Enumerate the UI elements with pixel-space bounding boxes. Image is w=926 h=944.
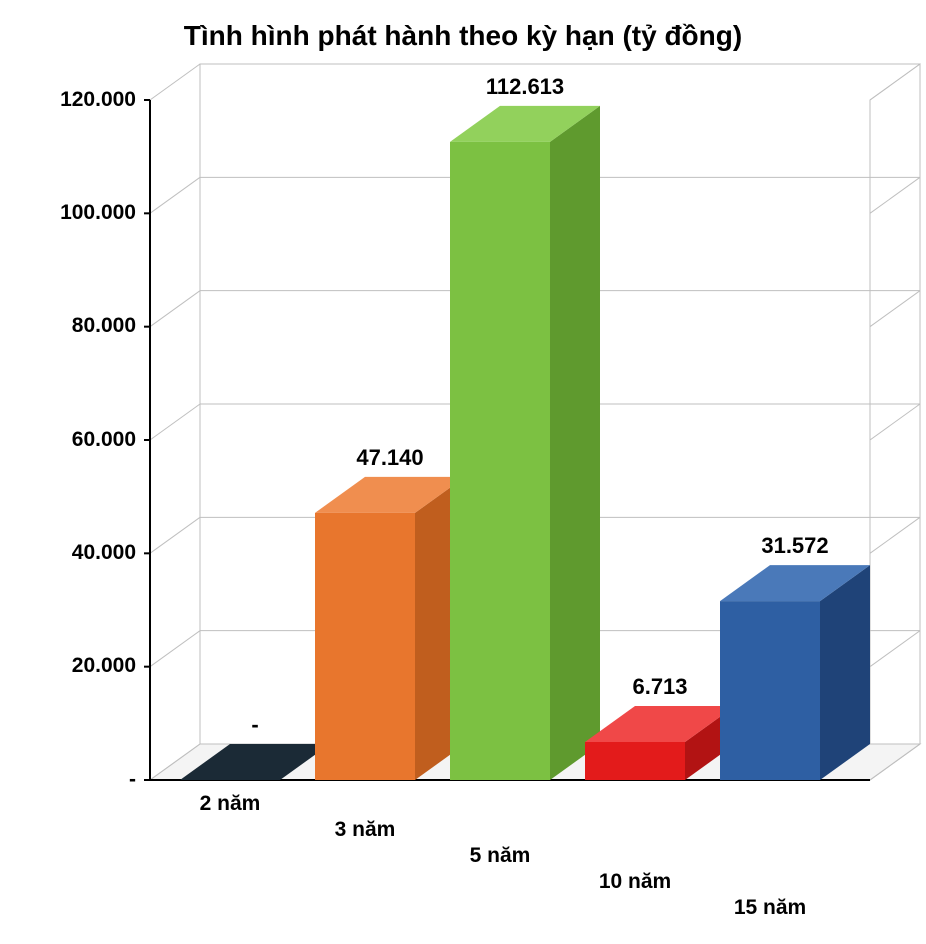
bar-front bbox=[585, 742, 685, 780]
bar-value-label: 112.613 bbox=[445, 74, 605, 100]
grid-left bbox=[150, 64, 200, 100]
y-tick-label: 80.000 bbox=[0, 314, 136, 338]
y-tick-label: - bbox=[0, 768, 136, 792]
x-tick-label: 3 năm bbox=[295, 818, 435, 842]
grid-left bbox=[150, 631, 200, 667]
grid-left bbox=[150, 404, 200, 440]
x-tick-label: 2 năm bbox=[160, 792, 300, 816]
y-tick-label: 40.000 bbox=[0, 541, 136, 565]
bar-value-label: 6.713 bbox=[580, 674, 740, 700]
chart-canvas bbox=[0, 0, 926, 944]
x-tick-label: 10 năm bbox=[565, 870, 705, 894]
bar-side bbox=[820, 565, 870, 780]
bar-value-label: - bbox=[175, 712, 335, 738]
y-tick-label: 120.000 bbox=[0, 88, 136, 112]
y-tick-label: 60.000 bbox=[0, 428, 136, 452]
bar-value-label: 47.140 bbox=[310, 445, 470, 471]
bar-value-label: 31.572 bbox=[715, 533, 875, 559]
grid-left bbox=[150, 291, 200, 327]
y-tick-label: 20.000 bbox=[0, 654, 136, 678]
x-tick-label: 15 năm bbox=[700, 896, 840, 920]
bar-front bbox=[315, 513, 415, 780]
grid-left bbox=[150, 517, 200, 553]
x-tick-label: 5 năm bbox=[430, 844, 570, 868]
y-tick-label: 100.000 bbox=[0, 201, 136, 225]
grid-left bbox=[150, 177, 200, 213]
